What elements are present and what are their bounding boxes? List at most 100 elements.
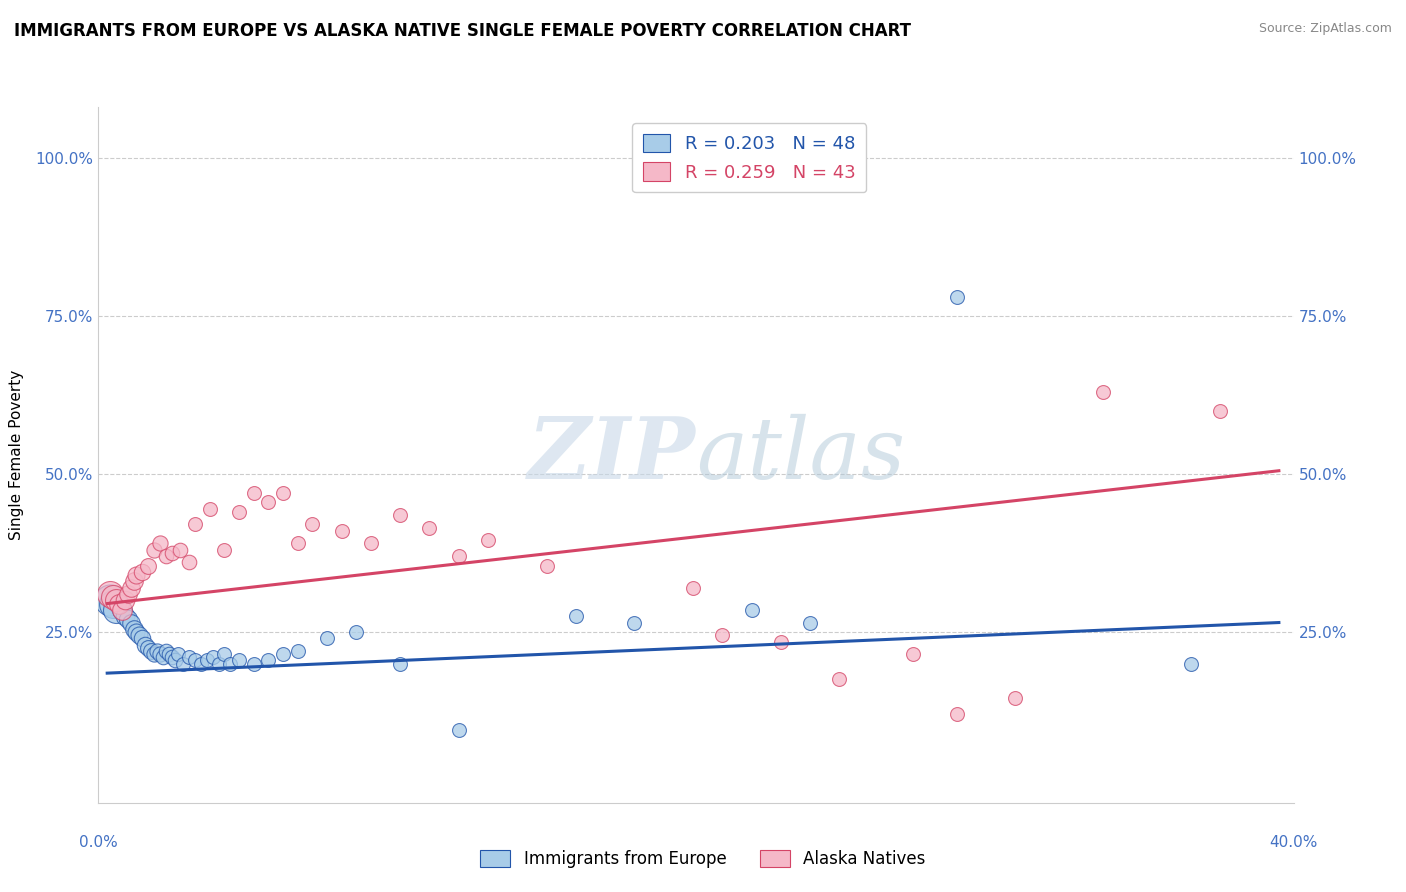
Point xyxy=(98,587,121,601)
Text: IMMIGRANTS FROM EUROPE VS ALASKA NATIVE SINGLE FEMALE POVERTY CORRELATION CHART: IMMIGRANTS FROM EUROPE VS ALASKA NATIVE … xyxy=(14,22,911,40)
Point xyxy=(198,501,221,516)
Point xyxy=(682,581,704,595)
Point xyxy=(447,549,470,563)
Point xyxy=(799,615,821,630)
Point xyxy=(120,615,142,630)
Text: atlas: atlas xyxy=(696,414,905,496)
Point xyxy=(179,556,201,570)
Text: Source: ZipAtlas.com: Source: ZipAtlas.com xyxy=(1258,22,1392,36)
Point xyxy=(195,653,218,667)
Point xyxy=(149,647,172,661)
Point xyxy=(301,517,323,532)
Point xyxy=(201,650,224,665)
Point xyxy=(271,647,294,661)
Point xyxy=(1209,403,1232,417)
Point xyxy=(143,647,166,661)
Point xyxy=(111,603,134,617)
Point xyxy=(271,486,294,500)
Point xyxy=(101,597,124,611)
Point xyxy=(214,542,236,557)
Point xyxy=(257,495,280,509)
Point xyxy=(122,622,145,636)
Point xyxy=(101,591,124,605)
Point xyxy=(389,508,412,522)
Point xyxy=(1092,384,1115,399)
Point xyxy=(117,612,139,626)
Point xyxy=(117,587,139,601)
Point xyxy=(125,568,148,582)
Point xyxy=(360,536,382,550)
Point xyxy=(143,542,166,557)
Point xyxy=(146,644,169,658)
Point xyxy=(131,632,153,646)
Point xyxy=(623,615,645,630)
Point xyxy=(155,644,177,658)
Point xyxy=(828,673,851,687)
Point xyxy=(228,505,250,519)
Point xyxy=(105,593,128,607)
Point xyxy=(114,593,136,607)
Legend: Immigrants from Europe, Alaska Natives: Immigrants from Europe, Alaska Natives xyxy=(474,843,932,875)
Point xyxy=(169,542,191,557)
Point xyxy=(219,657,242,671)
Point xyxy=(184,653,207,667)
Point xyxy=(172,657,194,671)
Point xyxy=(184,517,207,532)
Point xyxy=(141,644,163,658)
Point xyxy=(108,597,131,611)
Text: ZIP: ZIP xyxy=(529,413,696,497)
Point xyxy=(1180,657,1202,671)
Point xyxy=(769,634,792,648)
Legend: R = 0.203   N = 48, R = 0.259   N = 43: R = 0.203 N = 48, R = 0.259 N = 43 xyxy=(633,123,866,193)
Point xyxy=(152,650,174,665)
Point xyxy=(98,593,121,607)
Point xyxy=(741,603,763,617)
Point xyxy=(477,533,499,548)
Point xyxy=(901,647,924,661)
Point xyxy=(160,650,183,665)
Point xyxy=(108,597,131,611)
Point xyxy=(257,653,280,667)
Point xyxy=(190,657,212,671)
Point xyxy=(418,521,440,535)
Point xyxy=(389,657,412,671)
Text: 0.0%: 0.0% xyxy=(79,836,118,850)
Point xyxy=(447,723,470,737)
Point xyxy=(125,625,148,640)
Point xyxy=(242,657,264,671)
Point xyxy=(945,707,967,722)
Point xyxy=(242,486,264,500)
Point xyxy=(214,647,236,661)
Point xyxy=(711,628,734,642)
Point xyxy=(160,546,183,560)
Point xyxy=(120,581,142,595)
Point xyxy=(131,565,153,579)
Point xyxy=(344,625,367,640)
Point xyxy=(536,558,558,573)
Point xyxy=(207,657,229,671)
Point xyxy=(287,644,309,658)
Point xyxy=(105,603,128,617)
Point xyxy=(330,524,353,538)
Point xyxy=(157,647,180,661)
Text: 40.0%: 40.0% xyxy=(1270,836,1317,850)
Point xyxy=(287,536,309,550)
Point xyxy=(945,290,967,304)
Point xyxy=(565,609,588,624)
Point xyxy=(166,647,188,661)
Point xyxy=(155,549,177,563)
Point xyxy=(134,638,156,652)
Point xyxy=(149,536,172,550)
Point xyxy=(111,603,134,617)
Point xyxy=(315,632,337,646)
Point xyxy=(114,609,136,624)
Point xyxy=(136,640,159,655)
Y-axis label: Single Female Poverty: Single Female Poverty xyxy=(10,370,24,540)
Point xyxy=(163,653,186,667)
Point xyxy=(179,650,201,665)
Point xyxy=(1004,691,1026,706)
Point xyxy=(122,574,145,589)
Point xyxy=(136,558,159,573)
Point xyxy=(228,653,250,667)
Point xyxy=(128,628,150,642)
